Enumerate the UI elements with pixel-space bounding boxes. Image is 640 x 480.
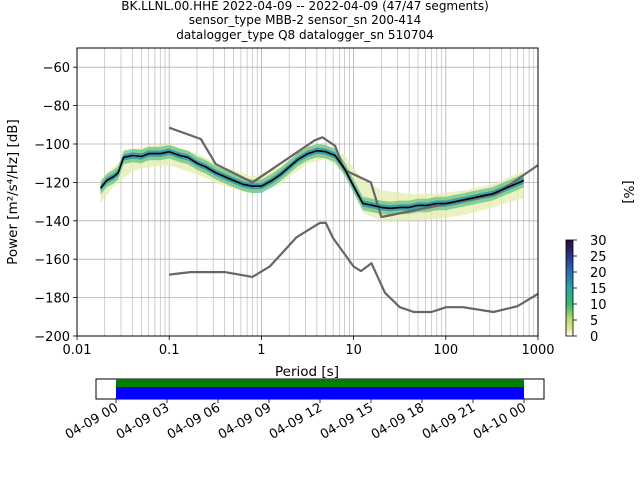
y-tick-label: −200 — [34, 330, 70, 345]
coverage-tick-label: 04-09 21 — [420, 400, 478, 442]
plot-area: 0.01 0.1 1 10 100 1000 −60 −80 −100 −120 −140 −160… — [34, 47, 555, 358]
chart-title-line-1: BK.LLNL.00.HHE 2022-04-09 -- 2022-04-09 … — [121, 0, 489, 13]
high-noise-model-line — [168, 126, 539, 219]
ppsd-spread — [100, 144, 524, 221]
colorbar-tick-label: 20 — [590, 266, 607, 281]
x-tick-label: 10 — [345, 343, 362, 358]
series-lines — [99, 126, 539, 314]
x-tick-label: 100 — [433, 343, 458, 358]
colorbar-tick-label: 0 — [590, 330, 598, 345]
colorbar-tick-label: 30 — [590, 234, 607, 249]
x-tick-label: 0.1 — [159, 343, 180, 358]
coverage-tick-label: 04-09 00 — [63, 400, 121, 442]
x-tick-label: 1 — [257, 343, 265, 358]
colorbar-tick-label: 25 — [590, 250, 607, 265]
chart-title-line-3: datalogger_type Q8 datalogger_sn 510704 — [176, 28, 434, 42]
plot-frame — [76, 47, 539, 337]
colorbar-tick-label: 15 — [590, 282, 607, 297]
colorbar-tick-label: 5 — [590, 314, 598, 329]
y-tick-label: −120 — [34, 176, 70, 191]
chart-title-line-2: sensor_type MBB-2 sensor_sn 200-414 — [189, 13, 422, 27]
x-axis-label: Period [s] — [275, 364, 339, 380]
colorbar-gradient — [565, 239, 574, 337]
coverage-data-bar — [116, 387, 524, 399]
colorbar-tick-label: 10 — [590, 298, 607, 313]
coverage-used-bar — [116, 379, 524, 387]
x-tick-label: 0.01 — [63, 343, 92, 358]
y-tick-label: −80 — [43, 100, 70, 115]
ppsd-peak-band — [100, 147, 524, 212]
y-tick-label: −160 — [34, 253, 70, 268]
y-axis-ticks: −60 −80 −100 −120 −140 −160 −180 −200 — [34, 61, 77, 345]
mode-line — [99, 149, 525, 210]
low-noise-model-line — [169, 221, 539, 314]
coverage-tick-label: 04-09 12 — [267, 400, 325, 442]
colorbar-label: [%] — [620, 180, 636, 203]
coverage-tick-label: 04-09 09 — [216, 400, 274, 442]
y-axis-label: Power [m²/s⁴/Hz] [dB] — [5, 119, 21, 265]
x-axis-ticks: 0.01 0.1 1 10 100 1000 — [63, 336, 555, 358]
coverage-tick-label: 04-09 03 — [114, 400, 172, 442]
y-tick-label: −180 — [34, 292, 70, 307]
coverage-tick-label: 04-09 06 — [165, 400, 223, 442]
y-tick-label: −60 — [43, 61, 70, 76]
ppsd-dense-band — [100, 144, 524, 215]
y-tick-label: −140 — [34, 215, 70, 230]
grid-lines — [76, 48, 539, 337]
y-tick-label: −100 — [34, 138, 70, 153]
coverage-tick-label: 04-09 15 — [318, 400, 376, 442]
x-tick-label: 1000 — [521, 343, 554, 358]
coverage-tick-label: 04-09 18 — [369, 400, 427, 442]
coverage-tick-label: 04-10 00 — [471, 400, 529, 442]
